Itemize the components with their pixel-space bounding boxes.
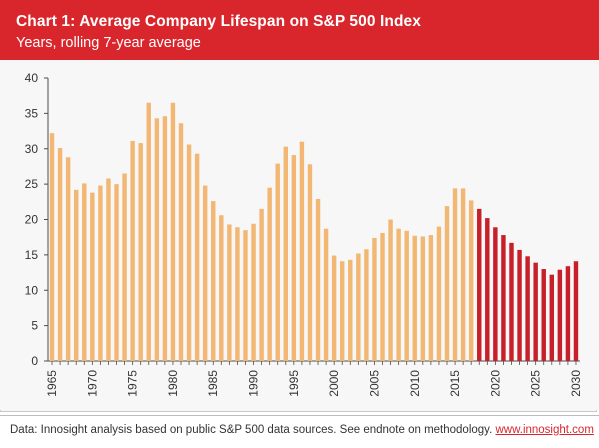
bar-historical [138, 143, 143, 361]
x-tick-label: 2025 [529, 370, 543, 397]
innosight-link[interactable]: www.innosight.com [495, 424, 594, 436]
bar-historical [130, 140, 135, 361]
bar-historical [380, 232, 385, 361]
x-tick-label: 1995 [287, 370, 301, 397]
bar-historical [267, 187, 272, 361]
y-tick-label: 0 [31, 354, 38, 368]
chart-subtitle: Years, rolling 7-year average [16, 35, 201, 51]
bar-historical [90, 192, 95, 361]
bar-historical [420, 236, 426, 361]
bar-forecast [533, 262, 538, 361]
y-tick-label: 35 [25, 106, 39, 120]
bar-historical [412, 235, 417, 361]
bar-historical [219, 215, 224, 361]
bar-historical [275, 163, 280, 361]
footer: Data: Innosight analysis based on public… [0, 415, 599, 448]
bar-historical [364, 249, 369, 361]
bar-historical [57, 148, 63, 361]
x-tick-label: 1985 [206, 370, 220, 397]
bar-historical [162, 116, 168, 362]
bar-historical [178, 123, 184, 361]
bar-historical [452, 188, 458, 361]
bar-forecast [517, 249, 522, 361]
chart-area: 0 5 10 15 20 25 30 35 40 1965 1970 1975 1980 1985 1990… [0, 60, 599, 410]
x-tick-label: 1975 [126, 370, 140, 397]
bar-historical [348, 259, 353, 361]
bar-forecast [493, 227, 498, 361]
y-tick-label: 20 [25, 213, 39, 227]
y-tick-label: 30 [25, 142, 39, 156]
bar-forecast [549, 274, 554, 361]
bar-historical [315, 198, 321, 361]
bar-historical [356, 253, 361, 361]
bar-historical [154, 118, 160, 361]
x-tick-label: 1990 [247, 370, 261, 397]
bar-historical [170, 102, 176, 361]
x-tick-label: 2005 [367, 370, 381, 397]
x-tick-label: 2010 [408, 370, 422, 397]
bar-historical [211, 201, 216, 361]
bar-forecast [509, 242, 514, 361]
x-tick-label: 1980 [166, 370, 180, 397]
bar-forecast [485, 218, 490, 361]
bar-historical [74, 189, 79, 361]
x-tick-label: 2000 [327, 370, 341, 397]
bar-forecast [557, 269, 563, 361]
bar-historical [251, 223, 256, 361]
x-tick-label: 1965 [45, 370, 59, 397]
y-tick-label: 10 [25, 283, 39, 297]
bar-historical [404, 230, 409, 361]
bar-forecast [477, 208, 482, 361]
bar-historical [98, 185, 103, 361]
bar-historical [436, 226, 442, 361]
bar-historical [114, 184, 119, 362]
bar-historical [331, 255, 337, 361]
y-tick-label: 15 [25, 248, 39, 262]
bar-historical [283, 146, 288, 361]
bar-forecast [573, 261, 579, 361]
bar-historical [235, 227, 240, 361]
bar-historical [468, 200, 474, 361]
x-tick-label: 2020 [488, 370, 502, 397]
bar-historical [299, 141, 305, 361]
bar-forecast [525, 256, 530, 361]
bar-historical [388, 219, 393, 361]
bar-historical [307, 164, 313, 361]
footnote: Data: Innosight analysis based on public… [10, 424, 594, 436]
footnote-text: Data: Innosight analysis based on public… [10, 424, 496, 436]
bar-historical [428, 235, 434, 361]
x-tick-label: 2030 [569, 370, 583, 397]
bar-historical [372, 237, 377, 361]
bar-historical [291, 155, 297, 361]
bar-historical [65, 157, 71, 361]
bar-historical [460, 188, 466, 361]
bar-historical [202, 185, 208, 361]
bar-historical [243, 230, 248, 361]
x-tick-label: 2015 [448, 370, 462, 397]
bar-historical [82, 183, 87, 361]
bar-forecast [541, 269, 546, 361]
bar-historical [340, 261, 345, 361]
bar-historical [194, 153, 200, 361]
bar-historical [396, 228, 401, 361]
bar-historical [323, 228, 329, 361]
y-tick-label: 40 [25, 71, 39, 85]
bar-historical [106, 178, 111, 361]
chart-header: Chart 1: Average Company Lifespan on S&P… [0, 0, 599, 60]
x-tick-label: 1970 [85, 370, 99, 397]
bar-historical [444, 206, 450, 361]
bar-forecast [501, 235, 506, 361]
bar-historical [186, 144, 192, 361]
bar-historical [259, 208, 264, 361]
y-tick-label: 25 [25, 177, 39, 191]
bar-historical [122, 173, 127, 361]
y-tick-label: 5 [31, 319, 38, 333]
chart-title: Chart 1: Average Company Lifespan on S&P… [16, 13, 421, 30]
bar-historical [146, 102, 151, 361]
bar-historical [227, 224, 232, 361]
bar-historical [49, 133, 55, 361]
bar-forecast [565, 266, 571, 361]
